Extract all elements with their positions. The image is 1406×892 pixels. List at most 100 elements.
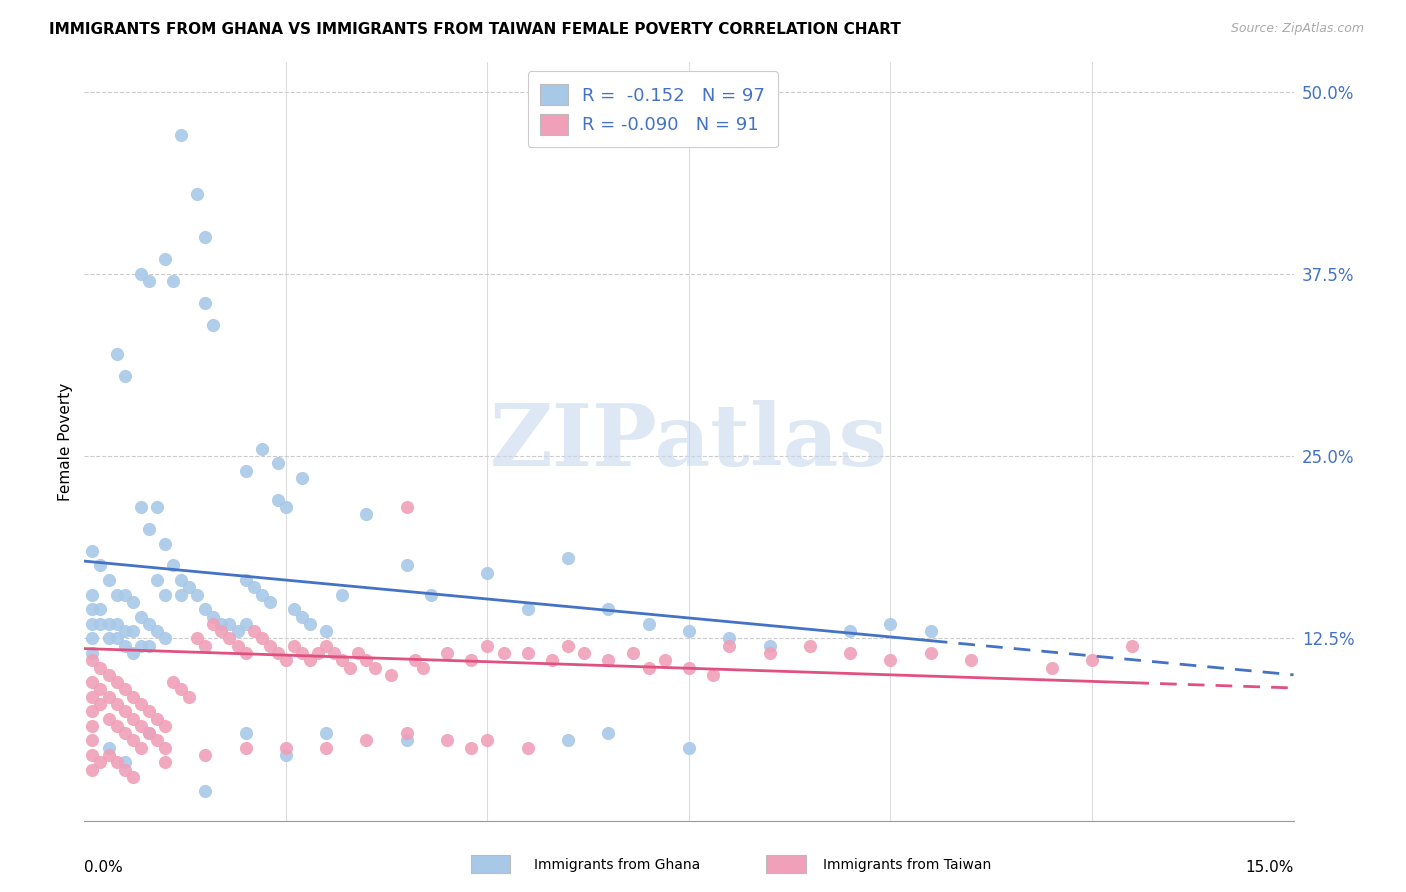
Legend: R =  -0.152   N = 97, R = -0.090   N = 91: R = -0.152 N = 97, R = -0.090 N = 91 [527, 71, 778, 147]
Point [105, 756, 128, 770]
Point [114, 763, 136, 777]
Point [242, 624, 264, 639]
Point [516, 740, 538, 755]
Point [226, 639, 249, 653]
Point [82, 646, 104, 660]
Point [105, 719, 128, 733]
Point [557, 639, 579, 653]
Point [235, 616, 257, 631]
Point [105, 675, 128, 690]
Point [395, 733, 418, 747]
Point [267, 457, 290, 471]
Point [82, 747, 104, 762]
Point [82, 588, 104, 602]
Point [138, 726, 160, 740]
Point [477, 733, 499, 747]
Point [82, 719, 104, 733]
Point [146, 500, 169, 515]
Point [129, 697, 152, 711]
Point [129, 740, 152, 755]
Point [516, 646, 538, 660]
Point [678, 740, 700, 755]
Point [138, 274, 160, 288]
Point [82, 544, 104, 558]
Point [129, 500, 152, 515]
Point [82, 632, 104, 646]
Point [1081, 653, 1104, 667]
Point [460, 653, 482, 667]
Point [153, 252, 176, 267]
Point [121, 690, 143, 704]
Point [186, 632, 208, 646]
Point [799, 639, 821, 653]
Point [114, 704, 136, 718]
Point [718, 632, 741, 646]
Point [267, 492, 290, 507]
Point [250, 442, 273, 456]
Point [654, 653, 676, 667]
Point [920, 646, 942, 660]
Point [162, 675, 184, 690]
Point [541, 653, 564, 667]
Point [97, 690, 120, 704]
Point [194, 784, 217, 798]
Point [146, 733, 169, 747]
Point [678, 660, 700, 674]
Point [621, 646, 644, 660]
Point [299, 653, 322, 667]
Point [274, 500, 297, 515]
Point [242, 580, 264, 594]
Point [82, 704, 104, 718]
Point [138, 616, 160, 631]
Point [121, 733, 143, 747]
Point [202, 616, 225, 631]
Point [209, 624, 232, 639]
Point [170, 128, 193, 143]
Point [283, 639, 305, 653]
Point [839, 646, 862, 660]
Point [97, 747, 120, 762]
Point [267, 646, 290, 660]
Point [82, 616, 104, 631]
Point [153, 756, 176, 770]
Point [114, 639, 136, 653]
Point [250, 588, 273, 602]
Text: IMMIGRANTS FROM GHANA VS IMMIGRANTS FROM TAIWAN FEMALE POVERTY CORRELATION CHART: IMMIGRANTS FROM GHANA VS IMMIGRANTS FROM… [49, 22, 901, 37]
Point [209, 616, 232, 631]
Point [105, 697, 128, 711]
Point [121, 624, 143, 639]
Point [129, 639, 152, 653]
Point [146, 624, 169, 639]
Point [678, 624, 700, 639]
Point [105, 616, 128, 631]
Point [460, 740, 482, 755]
Point [97, 712, 120, 726]
Point [420, 588, 443, 602]
Point [162, 558, 184, 573]
Point [637, 660, 659, 674]
Point [97, 616, 120, 631]
Point [436, 646, 458, 660]
Point [179, 580, 201, 594]
Point [637, 616, 659, 631]
Point [82, 733, 104, 747]
Point [718, 639, 741, 653]
Point [138, 522, 160, 536]
Point [121, 712, 143, 726]
Point [572, 646, 595, 660]
Point [879, 616, 901, 631]
Point [347, 646, 370, 660]
Point [516, 602, 538, 616]
Point [291, 471, 314, 485]
Point [89, 697, 111, 711]
Point [557, 551, 579, 566]
Point [315, 639, 337, 653]
Point [194, 230, 217, 244]
Point [97, 632, 120, 646]
Point [82, 675, 104, 690]
Point [274, 740, 297, 755]
Point [395, 726, 418, 740]
Point [194, 747, 217, 762]
Point [598, 726, 620, 740]
Point [129, 609, 152, 624]
